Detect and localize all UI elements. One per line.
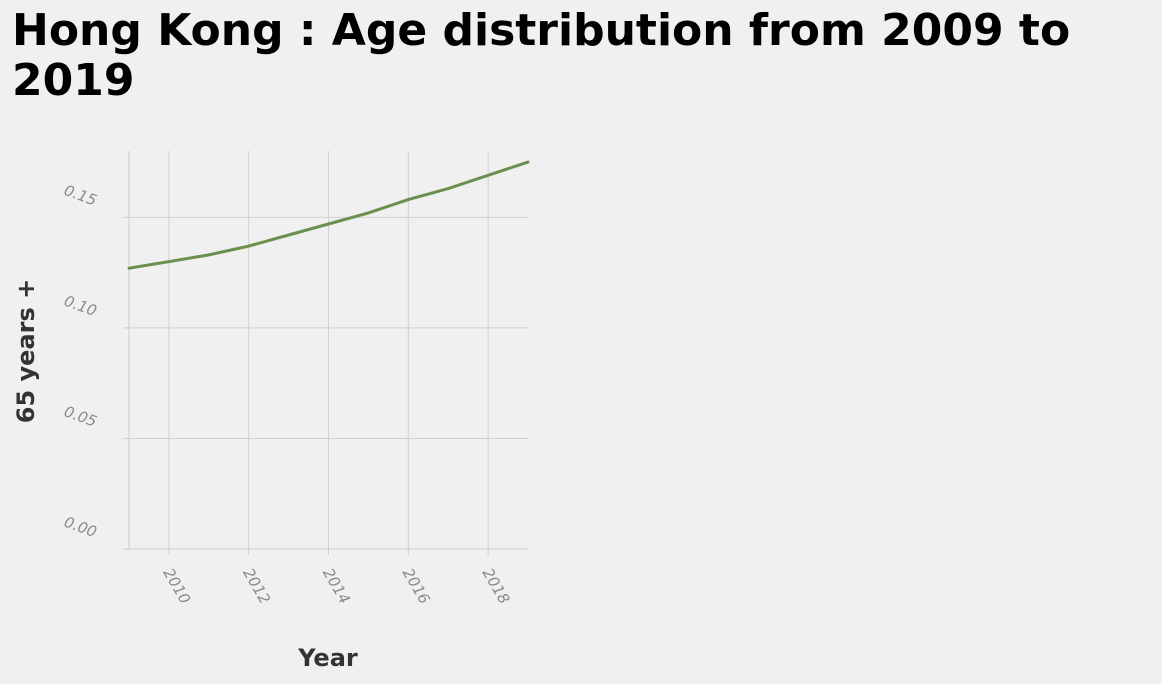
series-layer bbox=[127, 160, 530, 270]
y-tick-label: 0.05 bbox=[62, 402, 100, 430]
series-line-0 bbox=[127, 160, 530, 270]
gridlines bbox=[129, 151, 528, 550]
x-tick-label: 2010 bbox=[159, 565, 194, 607]
x-tick-label: 2016 bbox=[399, 565, 434, 607]
axes bbox=[123, 151, 528, 555]
y-axis-title: 65 years + bbox=[12, 279, 40, 423]
chart-title: Hong Kong : Age distribution from 2009 t… bbox=[12, 5, 1071, 106]
y-tick-label: 0.00 bbox=[62, 513, 100, 541]
x-tick-labels: 2010 2012 2014 2016 2018 bbox=[159, 565, 513, 607]
x-tick-label: 2012 bbox=[239, 565, 274, 607]
y-tick-label: 0.10 bbox=[62, 292, 100, 320]
x-tick-label: 2014 bbox=[319, 565, 354, 607]
x-tick-label: 2018 bbox=[479, 565, 514, 607]
y-tick-labels: 0.00 0.05 0.10 0.15 bbox=[62, 181, 100, 541]
x-axis-title: Year bbox=[297, 644, 358, 672]
y-tick-label: 0.15 bbox=[62, 181, 100, 209]
